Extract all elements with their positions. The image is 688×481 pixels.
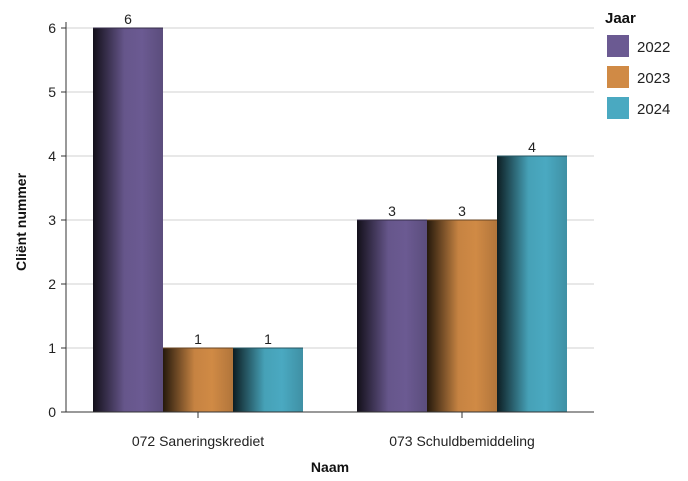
- x-axis-title: Naam: [311, 459, 349, 475]
- x-axis: 072 Saneringskrediet 073 Schuldbemiddelin…: [66, 411, 594, 449]
- y-axis-title: Cliënt nummer: [13, 172, 29, 271]
- data-label: 3: [458, 203, 466, 219]
- y-tick-label: 6: [48, 20, 56, 36]
- bar-2023-2: [427, 220, 497, 412]
- legend-label-2022: 2022: [637, 39, 670, 56]
- legend-label-2023: 2023: [637, 70, 670, 87]
- legend-label-2024: 2024: [637, 101, 670, 118]
- y-axis: 0 1 2 3 4 5 6: [48, 20, 67, 420]
- y-tick-label: 2: [48, 276, 56, 292]
- y-tick-label: 4: [48, 148, 56, 164]
- bar-2023-1: [163, 348, 233, 412]
- bars: 6 1 1 3 3 4: [93, 11, 567, 412]
- y-tick-label: 0: [48, 404, 56, 420]
- data-label: 4: [528, 139, 536, 155]
- bar-2022-2: [357, 220, 427, 412]
- legend-swatch-2024: [607, 97, 629, 119]
- y-tick-label: 3: [48, 212, 56, 228]
- y-tick-label: 1: [48, 340, 56, 356]
- legend-swatch-2023: [607, 66, 629, 88]
- data-label: 1: [264, 331, 272, 347]
- y-tick-label: 5: [48, 84, 56, 100]
- data-label: 6: [124, 11, 132, 27]
- legend-swatch-2022: [607, 35, 629, 57]
- data-label: 1: [194, 331, 202, 347]
- data-label: 3: [388, 203, 396, 219]
- x-tick-label: 073 Schuldbemiddeling: [389, 433, 535, 449]
- legend: Jaar 2022 2023 2024: [605, 10, 670, 119]
- legend-title: Jaar: [605, 10, 636, 27]
- x-tick-label: 072 Saneringskrediet: [132, 433, 264, 449]
- bar-2022-1: [93, 28, 163, 412]
- bar-2024-1: [233, 348, 303, 412]
- bar-2024-2: [497, 156, 567, 412]
